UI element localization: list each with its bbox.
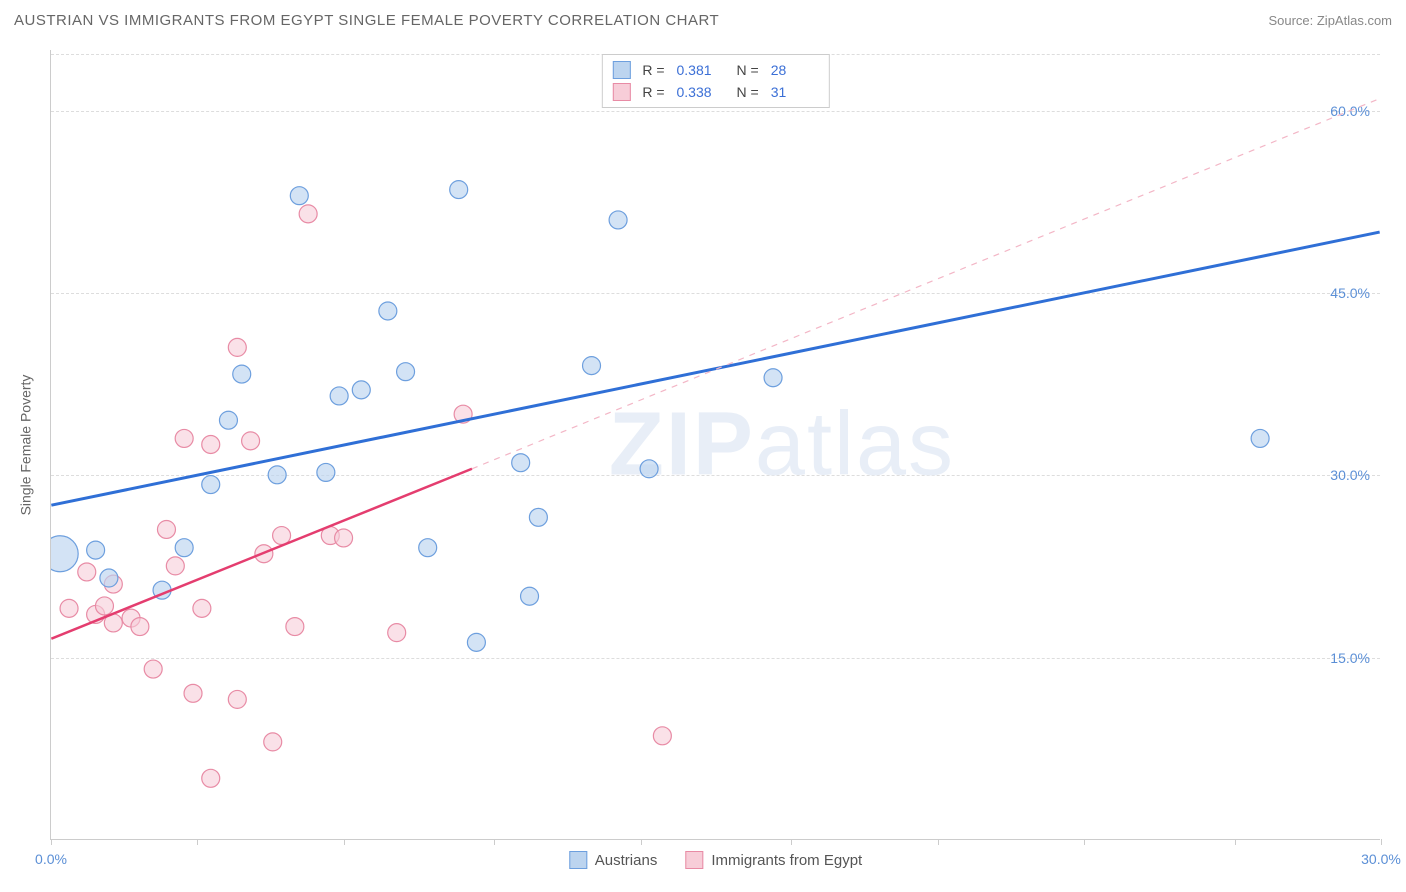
legend-swatch	[685, 851, 703, 869]
data-point	[87, 541, 105, 559]
data-point	[228, 338, 246, 356]
data-point	[388, 624, 406, 642]
data-point	[242, 432, 260, 450]
x-tick	[51, 839, 52, 845]
chart-title: AUSTRIAN VS IMMIGRANTS FROM EGYPT SINGLE…	[14, 12, 719, 29]
legend-r-value: 0.381	[677, 62, 725, 78]
legend-swatch	[569, 851, 587, 869]
x-tick	[494, 839, 495, 845]
data-point	[450, 181, 468, 199]
data-point	[352, 381, 370, 399]
series-legend-item: Immigrants from Egypt	[685, 851, 862, 869]
data-point	[299, 205, 317, 223]
data-point	[317, 463, 335, 481]
data-point	[268, 466, 286, 484]
y-axis-label-container: Single Female Poverty	[10, 50, 40, 840]
chart-source: Source: ZipAtlas.com	[1268, 13, 1392, 28]
data-point	[397, 363, 415, 381]
legend-r-label: R =	[642, 62, 664, 78]
correlation-legend-row: R = 0.381 N = 28	[612, 59, 818, 81]
legend-swatch	[612, 61, 630, 79]
data-point	[264, 733, 282, 751]
data-point	[51, 536, 78, 572]
data-point	[202, 436, 220, 454]
correlation-legend: R = 0.381 N = 28 R = 0.338 N = 31	[601, 54, 829, 108]
x-tick	[791, 839, 792, 845]
data-point	[583, 357, 601, 375]
data-point	[193, 599, 211, 617]
series-legend-label: Immigrants from Egypt	[711, 852, 862, 869]
legend-n-value: 31	[771, 84, 819, 100]
legend-r-label: R =	[642, 84, 664, 100]
data-point	[175, 539, 193, 557]
x-tick	[197, 839, 198, 845]
x-tick	[938, 839, 939, 845]
data-point	[521, 587, 539, 605]
data-point	[78, 563, 96, 581]
data-point	[419, 539, 437, 557]
series-legend-item: Austrians	[569, 851, 658, 869]
data-point	[467, 633, 485, 651]
data-point	[95, 597, 113, 615]
data-point	[157, 520, 175, 538]
y-axis-label: Single Female Poverty	[17, 375, 33, 516]
x-tick	[1381, 839, 1382, 845]
correlation-legend-row: R = 0.338 N = 31	[612, 81, 818, 103]
data-point	[219, 411, 237, 429]
data-point	[609, 211, 627, 229]
x-tick	[1235, 839, 1236, 845]
trend-line	[51, 469, 472, 639]
data-point	[335, 529, 353, 547]
legend-swatch	[612, 83, 630, 101]
data-point	[166, 557, 184, 575]
x-tick-label: 0.0%	[35, 851, 67, 867]
data-point	[379, 302, 397, 320]
data-point	[290, 187, 308, 205]
data-point	[233, 365, 251, 383]
trend-line	[51, 232, 1379, 505]
trend-line-extrapolated	[472, 99, 1380, 469]
legend-n-value: 28	[771, 62, 819, 78]
plot-svg	[51, 50, 1380, 839]
series-legend-label: Austrians	[595, 852, 658, 869]
data-point	[529, 508, 547, 526]
data-point	[60, 599, 78, 617]
x-tick	[641, 839, 642, 845]
data-point	[202, 769, 220, 787]
chart-header: AUSTRIAN VS IMMIGRANTS FROM EGYPT SINGLE…	[0, 0, 1406, 40]
x-tick-label: 30.0%	[1361, 851, 1401, 867]
series-legend: Austrians Immigrants from Egypt	[569, 851, 862, 869]
data-point	[175, 429, 193, 447]
x-tick	[1084, 839, 1085, 845]
data-point	[512, 454, 530, 472]
data-point	[144, 660, 162, 678]
data-point	[202, 476, 220, 494]
data-point	[640, 460, 658, 478]
data-point	[100, 569, 118, 587]
data-point	[330, 387, 348, 405]
legend-n-label: N =	[737, 84, 759, 100]
legend-n-label: N =	[737, 62, 759, 78]
data-point	[228, 690, 246, 708]
data-point	[286, 618, 304, 636]
data-point	[1251, 429, 1269, 447]
legend-r-value: 0.338	[677, 84, 725, 100]
x-tick	[344, 839, 345, 845]
data-point	[184, 684, 202, 702]
plot-area: ZIPatlas 15.0%30.0%45.0%60.0%0.0%30.0%R …	[50, 50, 1380, 840]
data-point	[764, 369, 782, 387]
data-point	[653, 727, 671, 745]
data-point	[131, 618, 149, 636]
